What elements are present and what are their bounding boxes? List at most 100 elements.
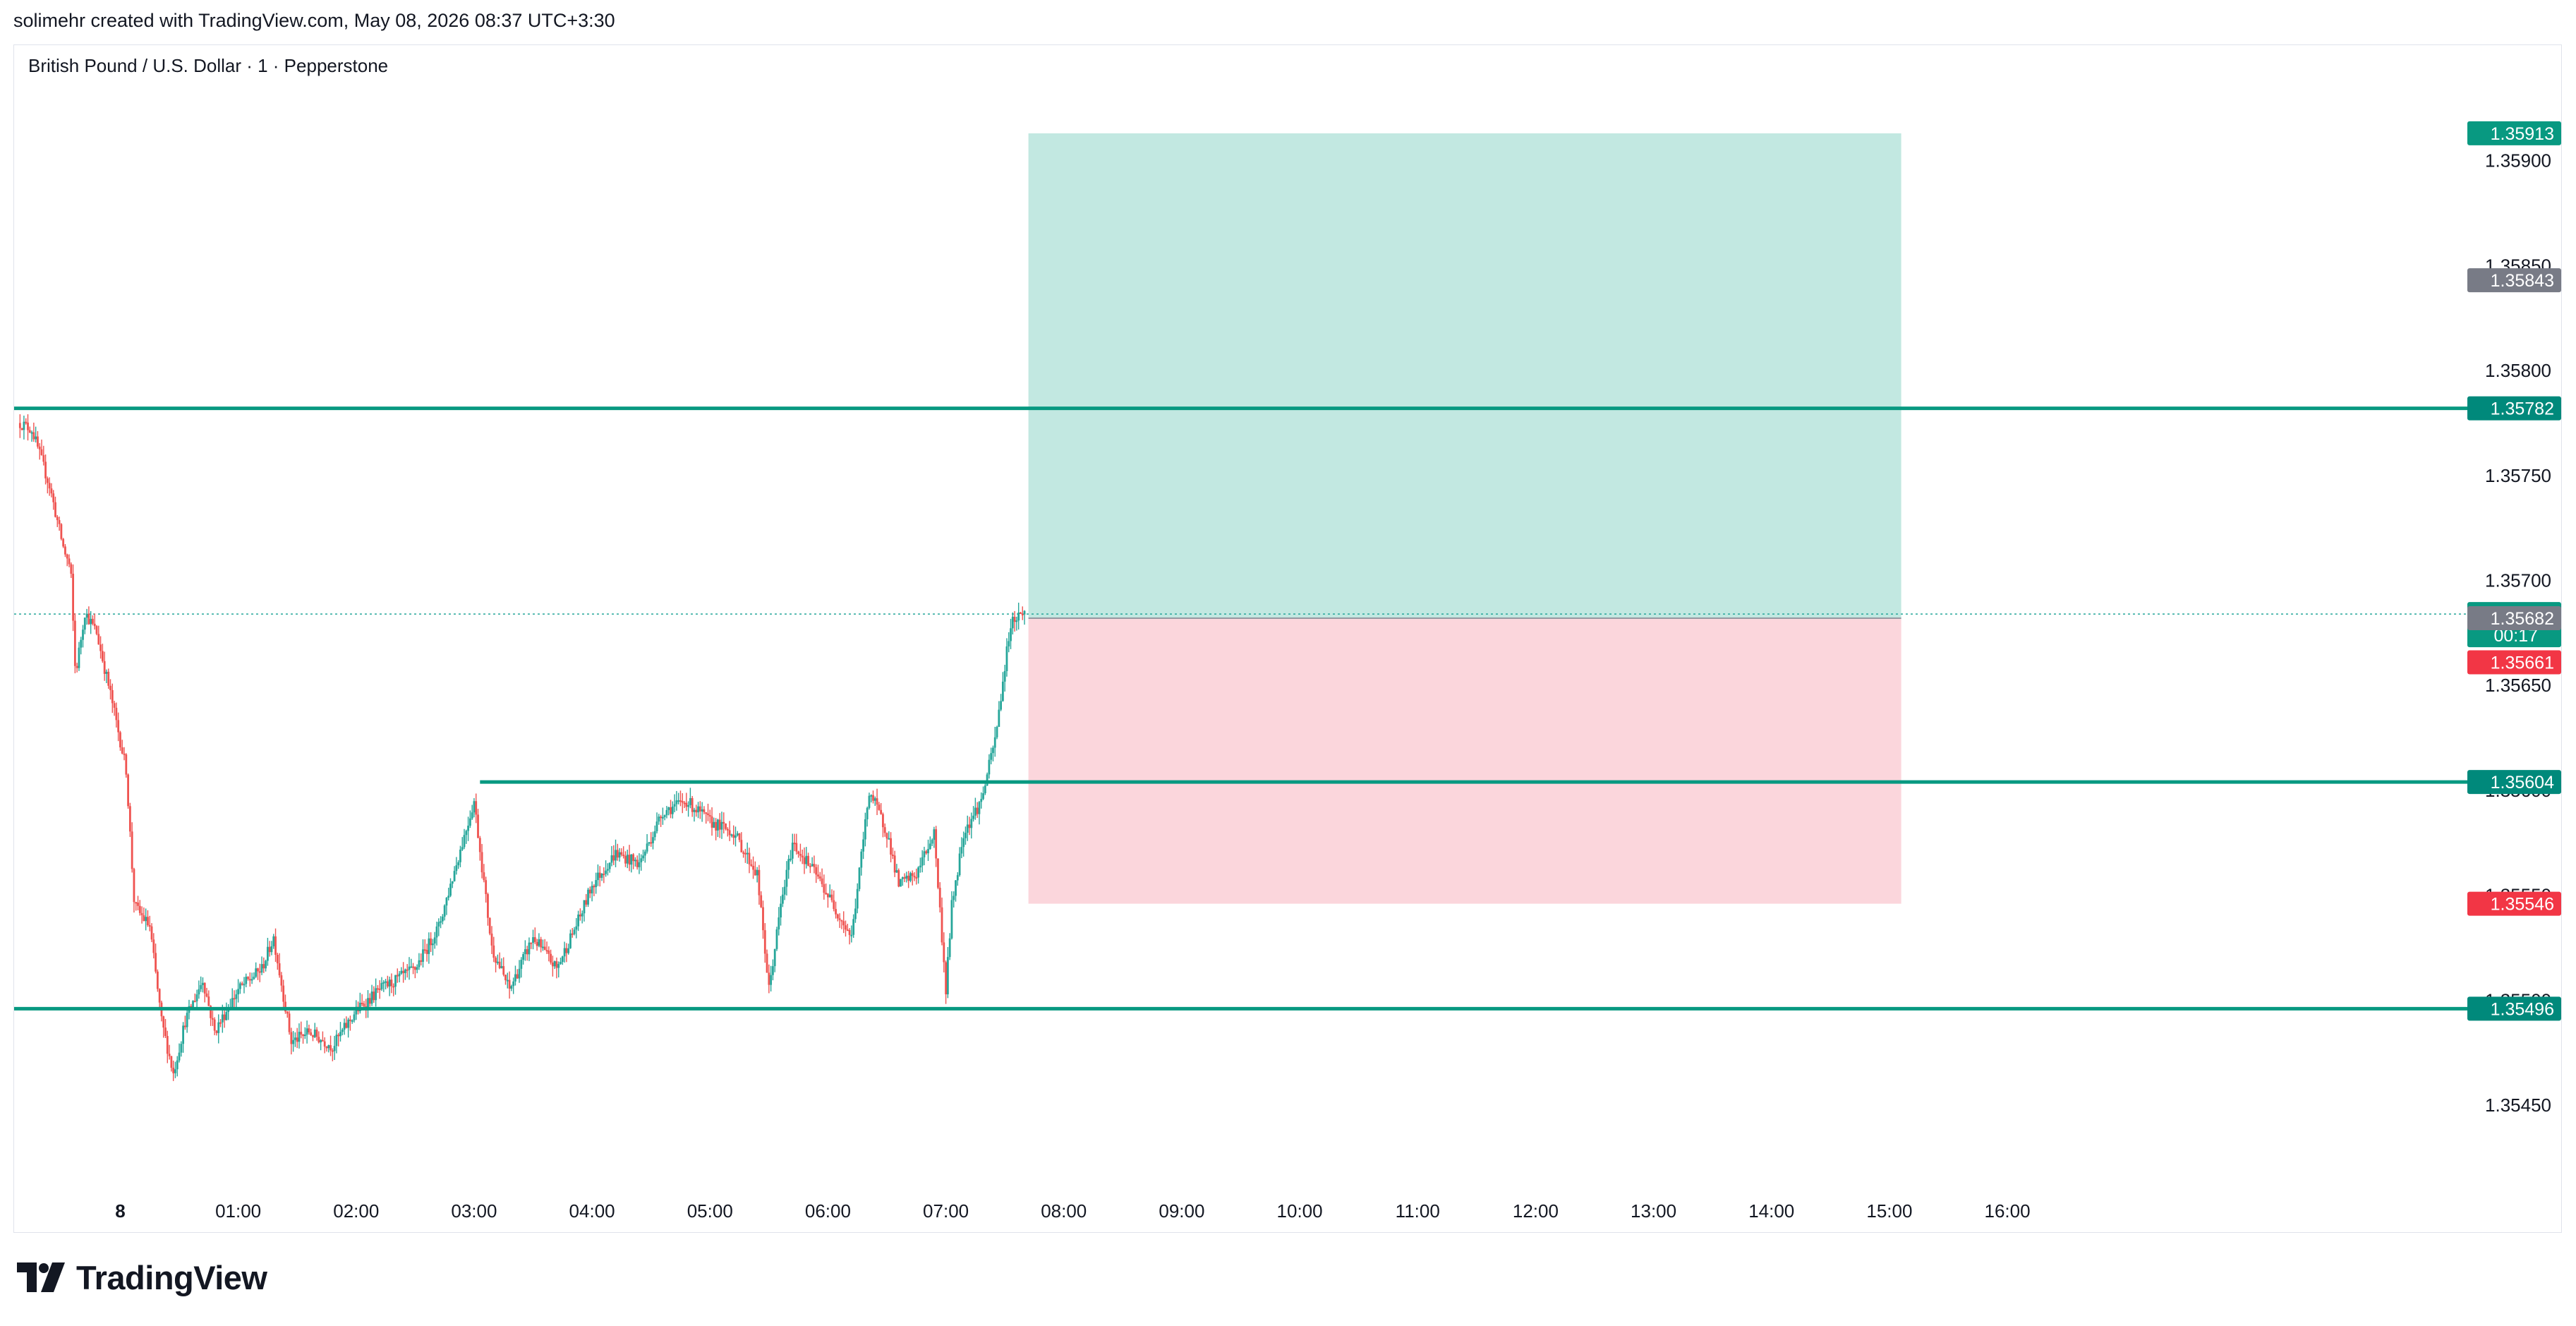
y-tick-label: 1.35700 [2485, 570, 2551, 591]
candle-body [367, 998, 369, 1008]
candle-body [872, 795, 874, 801]
candle-body [756, 869, 758, 876]
candle-body [976, 807, 979, 814]
candle-body [787, 859, 790, 870]
symbol-title[interactable]: British Pound / U.S. Dollar · 1 · Pepper… [28, 55, 389, 76]
candle-body [840, 920, 843, 922]
candle-body [679, 800, 682, 802]
candle-body [18, 423, 21, 428]
candle-body [591, 886, 593, 893]
candle-body [818, 876, 821, 879]
candle-body [178, 1052, 181, 1061]
candle-body [113, 703, 116, 708]
candle-body [897, 870, 900, 887]
price-tag-label: 1.35546 [2491, 895, 2554, 915]
candle-body [147, 917, 149, 926]
price-tag [2467, 996, 2561, 1021]
candle-body [536, 941, 538, 946]
candle-body [148, 925, 151, 927]
candle-body [799, 854, 802, 856]
candle-body [227, 1009, 230, 1012]
candle-body [791, 843, 794, 859]
candle-body [514, 974, 516, 982]
candle-body [726, 828, 729, 831]
candle-body [425, 950, 428, 954]
candle-body [652, 837, 654, 843]
candle-body [111, 689, 114, 704]
candle-body [579, 914, 581, 917]
candle-body [390, 980, 393, 987]
candle-body [941, 907, 943, 943]
tradingview-logo[interactable]: TradingView [17, 1258, 267, 1297]
candle-body [642, 855, 644, 859]
candle-body [502, 966, 505, 975]
candle-body [785, 869, 788, 887]
candle-body [891, 855, 894, 857]
candle-body [766, 953, 768, 973]
candle-body [237, 989, 240, 995]
y-tick-label: 1.35800 [2485, 360, 2551, 381]
price-tag-label: 1.35661 [2491, 653, 2554, 673]
candle-body [593, 886, 595, 888]
candle-body [752, 865, 754, 870]
price-tag [2467, 396, 2561, 421]
candle-body [48, 483, 51, 489]
candle-body [966, 824, 969, 833]
candle-body [880, 809, 883, 814]
candle-body [213, 1019, 216, 1031]
candle-body [121, 747, 123, 754]
candle-body [73, 620, 76, 666]
candle-body [813, 864, 816, 867]
candle-body [760, 895, 763, 908]
candle-body [475, 801, 478, 815]
candle-body [440, 921, 442, 923]
candle-body [341, 1030, 344, 1032]
candle-body [974, 807, 976, 816]
candle-body [60, 524, 63, 539]
candle-body [262, 964, 265, 969]
price-tag [2467, 650, 2561, 675]
x-tick-label: 10:00 [1277, 1200, 1323, 1222]
candle-body [561, 956, 564, 963]
candle-body [658, 816, 660, 822]
candle-body [528, 942, 531, 955]
candle-body [483, 872, 485, 881]
candle-body [970, 819, 973, 828]
candle-body [64, 546, 66, 555]
x-tick-label: 05:00 [687, 1200, 733, 1222]
candle-body [406, 969, 409, 971]
candle-body [1008, 641, 1010, 647]
candle-body [858, 867, 861, 889]
candle-body [1023, 610, 1026, 615]
candle-body [524, 949, 526, 955]
candle-body [290, 1032, 293, 1044]
candle-body [398, 973, 401, 977]
candle-body [496, 961, 499, 963]
candle-body [164, 1027, 167, 1037]
candle-body [830, 894, 833, 900]
candle-body [569, 933, 572, 948]
candle-body [846, 929, 849, 932]
candle-body [128, 806, 131, 832]
candle-body [605, 870, 607, 874]
candle-body [870, 795, 873, 797]
x-tick-label: 11:00 [1396, 1200, 1440, 1222]
candle-body [583, 900, 586, 914]
candle-body [66, 554, 68, 559]
candle-body [555, 961, 558, 968]
candle-body [660, 816, 663, 819]
candle-body [842, 921, 845, 926]
candle-body [313, 1029, 316, 1037]
candle-body [854, 908, 857, 920]
candle-body [267, 946, 269, 961]
candle-body [890, 838, 892, 855]
candle-body [492, 945, 495, 958]
candle-body [195, 994, 198, 1001]
candle-body [972, 815, 974, 819]
candle-body [105, 671, 108, 674]
candle-body [864, 819, 866, 840]
candle-body [418, 960, 421, 968]
candle-body [715, 821, 718, 831]
candle-body [423, 949, 426, 951]
